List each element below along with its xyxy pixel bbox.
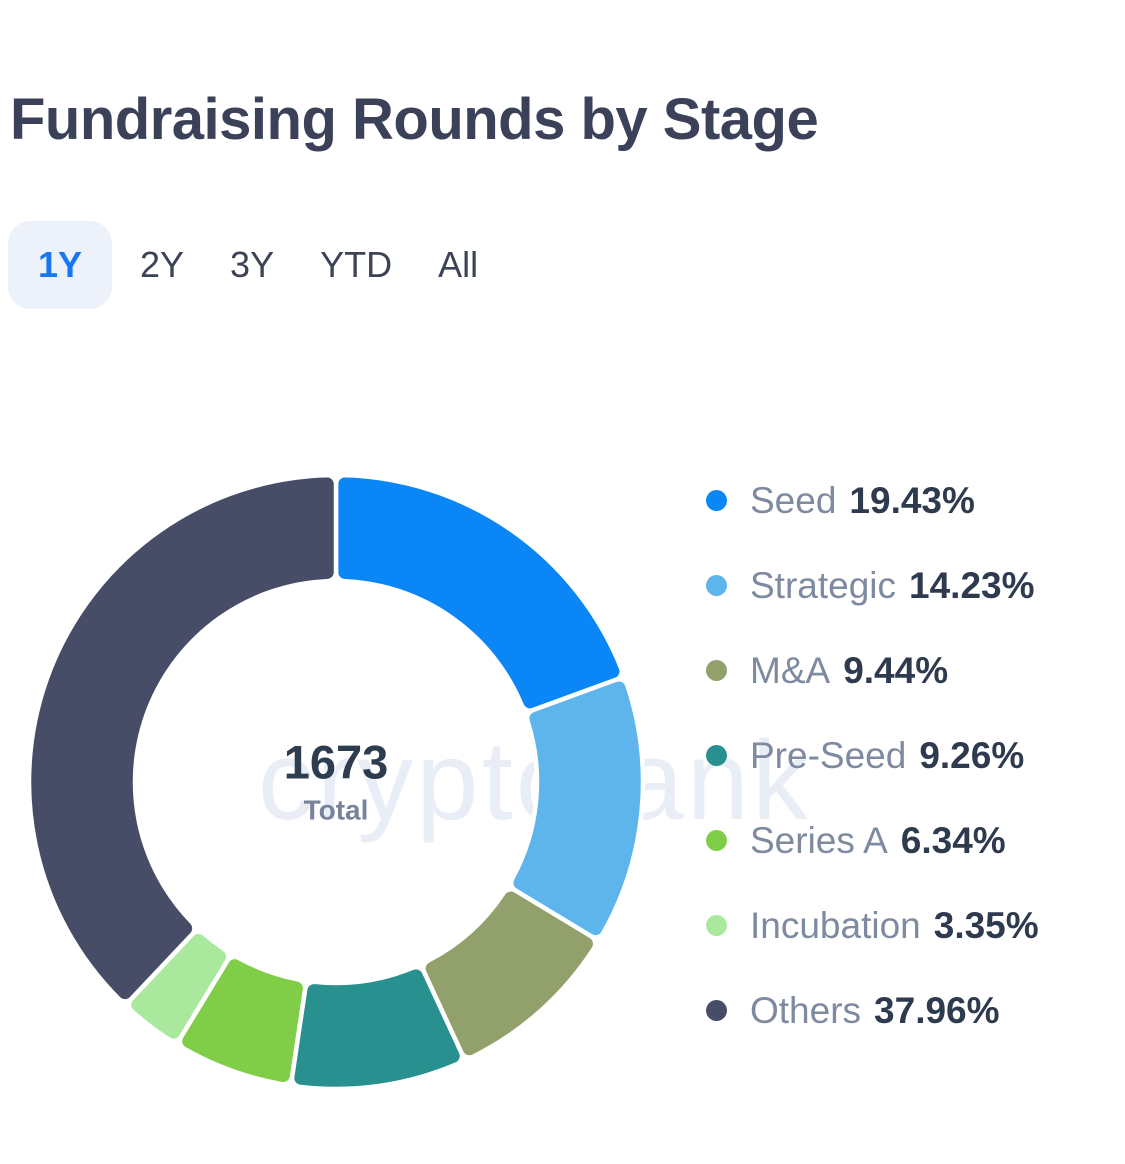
- legend-label: Others: [750, 989, 862, 1031]
- slice-others[interactable]: [26, 472, 339, 1004]
- tab-all[interactable]: All: [438, 244, 479, 285]
- legend-item-m-a[interactable]: M&A 9.44%: [706, 628, 1039, 713]
- tab-ytd[interactable]: YTD: [320, 244, 393, 285]
- legend-item-seed[interactable]: Seed 19.43%: [706, 458, 1039, 543]
- legend-value: 19.43%: [849, 479, 975, 521]
- tab-3y[interactable]: 3Y: [230, 244, 275, 285]
- legend-item-pre-seed[interactable]: Pre-Seed 9.26%: [706, 713, 1039, 798]
- legend-dot: [706, 490, 727, 511]
- legend-value: 3.35%: [933, 904, 1039, 946]
- legend-dot: [706, 575, 727, 596]
- time-range-tabs: 1Y 2Y 3Y YTD All: [8, 221, 478, 309]
- legend-dot: [706, 745, 727, 766]
- legend-value: 9.44%: [843, 649, 949, 691]
- legend-label: Strategic: [750, 564, 897, 606]
- legend-value: 14.23%: [909, 564, 1035, 606]
- chart-legend: Seed 19.43% Strategic 14.23% M&A 9.44% Pre-See…: [706, 458, 1039, 1053]
- tab-1y[interactable]: 1Y: [8, 221, 112, 309]
- legend-label: M&A: [750, 649, 831, 691]
- page-title: Fundraising Rounds by Stage: [10, 87, 819, 152]
- legend-item-strategic[interactable]: Strategic 14.23%: [706, 543, 1039, 628]
- legend-dot: [706, 1000, 727, 1021]
- legend-item-incubation[interactable]: Incubation 3.35%: [706, 883, 1039, 968]
- tab-2y[interactable]: 2Y: [140, 244, 185, 285]
- legend-value: 37.96%: [874, 989, 1000, 1031]
- legend-dot: [706, 915, 727, 936]
- legend-value: 9.26%: [919, 734, 1025, 776]
- legend-label: Seed: [750, 479, 837, 521]
- slice-seed[interactable]: [333, 472, 624, 713]
- legend-dot: [706, 830, 727, 851]
- legend-value: 6.34%: [900, 819, 1006, 861]
- legend-item-others[interactable]: Others 37.96%: [706, 968, 1039, 1053]
- legend-item-series-a[interactable]: Series A 6.34%: [706, 798, 1039, 883]
- legend-label: Pre-Seed: [750, 734, 907, 776]
- legend-dot: [706, 660, 727, 681]
- legend-label: Incubation: [750, 904, 921, 946]
- legend-label: Series A: [750, 819, 888, 861]
